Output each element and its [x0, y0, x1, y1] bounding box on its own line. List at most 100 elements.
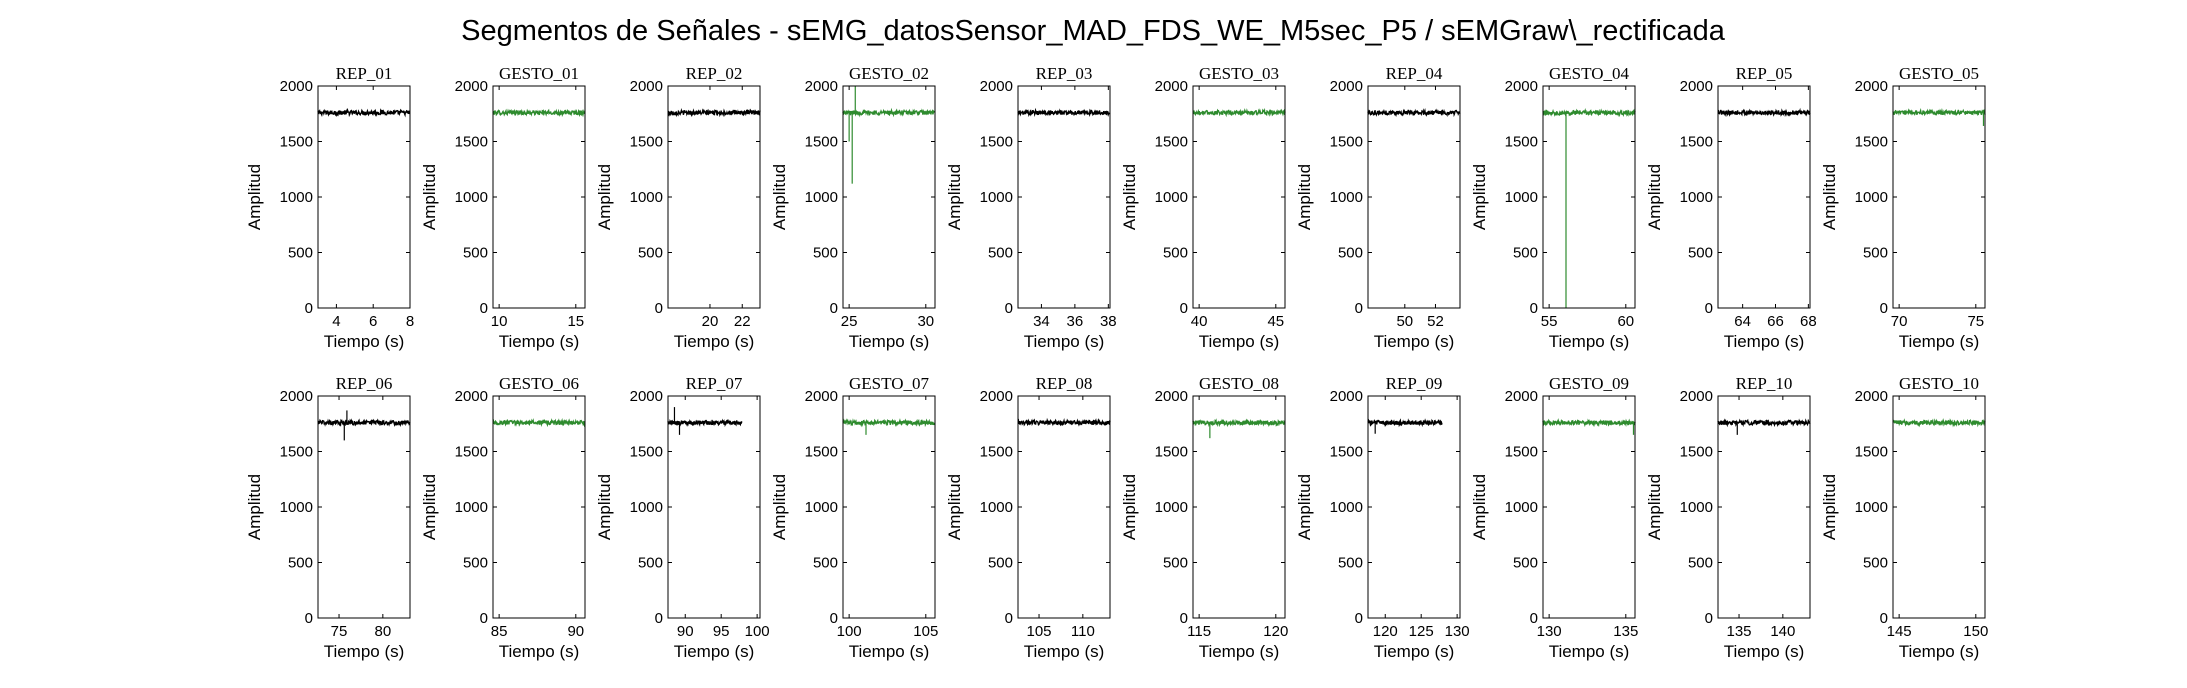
signal-trace: [317, 107, 411, 118]
x-tick-label: 40: [1191, 313, 1208, 330]
signal-trace: [1192, 418, 1286, 428]
y-tick-label: 2000: [1155, 78, 1188, 95]
subplot-title: REP_06: [336, 374, 393, 393]
x-axis-label: Tiempo (s): [499, 642, 580, 661]
subplot-13: 0 500 1000 1500 2000 90 95 100 REP_07 Tiempo (s) A…: [595, 374, 770, 661]
x-tick-label: 25: [841, 313, 858, 330]
subplot-title: REP_07: [686, 374, 743, 393]
y-tick-label: 1000: [280, 499, 313, 516]
y-tick-label: 1500: [1855, 444, 1888, 461]
y-axis-label: Amplitud: [1470, 474, 1489, 540]
x-tick-label: 130: [1445, 623, 1470, 640]
x-axis-label: Tiempo (s): [849, 332, 930, 351]
x-tick-label: 90: [677, 623, 694, 640]
y-tick-label: 1500: [280, 134, 313, 151]
y-tick-label: 1500: [1680, 444, 1713, 461]
y-tick-label: 0: [1180, 300, 1188, 317]
x-tick-label: 38: [1100, 313, 1117, 330]
x-tick-label: 50: [1396, 313, 1413, 330]
subplot-title: GESTO_03: [1199, 64, 1279, 83]
y-axis-label: Amplitud: [1645, 164, 1664, 230]
x-axis-label: Tiempo (s): [1899, 332, 1980, 351]
y-tick-label: 0: [1530, 610, 1538, 627]
signal-trace: [317, 418, 411, 428]
subplot-title: REP_04: [1386, 64, 1443, 83]
x-tick-label: 80: [374, 623, 391, 640]
plot-area: [1893, 396, 1985, 618]
plot-area: [843, 86, 935, 308]
figure-title: Segmentos de Señales - sEMG_datosSensor_…: [461, 15, 1726, 47]
subplot-title: REP_05: [1736, 64, 1793, 83]
signal-trace: [1017, 417, 1111, 427]
x-axis-label: Tiempo (s): [1199, 332, 1280, 351]
plot-area: [318, 396, 410, 618]
subplot-17: 0 500 1000 1500 2000 120 125 130 REP_09 Tiempo (s…: [1295, 374, 1470, 661]
x-axis-label: Tiempo (s): [674, 642, 755, 661]
y-tick-label: 2000: [805, 388, 838, 405]
y-tick-label: 1000: [1155, 189, 1188, 206]
y-tick-label: 0: [1705, 300, 1713, 317]
x-tick-label: 105: [913, 623, 938, 640]
x-tick-label: 85: [491, 623, 508, 640]
subplot-title: GESTO_07: [849, 374, 929, 393]
signal-trace: [667, 107, 761, 118]
x-axis-label: Tiempo (s): [674, 332, 755, 351]
y-tick-label: 500: [1863, 555, 1888, 572]
y-tick-label: 1000: [1155, 499, 1188, 516]
x-axis-label: Tiempo (s): [324, 332, 405, 351]
y-tick-label: 2000: [1330, 388, 1363, 405]
y-tick-label: 1500: [455, 444, 488, 461]
y-tick-label: 1500: [1330, 134, 1363, 151]
subplot-title: GESTO_01: [499, 64, 579, 83]
subplot-2: 0 500 1000 1500 2000 10 15 GESTO_01 Tiempo (s) Am…: [420, 64, 586, 351]
y-axis-label: Amplitud: [1295, 474, 1314, 540]
y-tick-label: 2000: [1680, 78, 1713, 95]
y-tick-label: 1500: [1680, 134, 1713, 151]
y-tick-label: 2000: [1855, 388, 1888, 405]
x-tick-label: 60: [1617, 313, 1634, 330]
y-tick-label: 2000: [1330, 78, 1363, 95]
y-tick-label: 0: [1880, 300, 1888, 317]
subplot-3: 0 500 1000 1500 2000 20 22 REP_02 Tiempo (s) Ampl…: [595, 64, 761, 351]
y-tick-label: 1500: [630, 444, 663, 461]
subplot-title: GESTO_04: [1549, 64, 1629, 83]
subplot-title: GESTO_02: [849, 64, 929, 83]
x-axis-label: Tiempo (s): [1024, 332, 1105, 351]
x-axis-label: Tiempo (s): [1724, 332, 1805, 351]
x-tick-label: 115: [1187, 623, 1211, 640]
x-tick-label: 22: [734, 313, 751, 330]
subplot-11: 0 500 1000 1500 2000 75 80 REP_06 Tiempo (s) Ampl…: [245, 374, 411, 661]
subplot-6: 0 500 1000 1500 2000 40 45 GESTO_03 Tiempo (s) Am…: [1120, 64, 1286, 351]
plot-area: [668, 86, 760, 308]
y-tick-label: 0: [305, 300, 313, 317]
subplot-title: GESTO_06: [499, 374, 579, 393]
signal-trace: [1542, 108, 1636, 118]
subplot-title: GESTO_10: [1899, 374, 1979, 393]
y-tick-label: 1500: [1855, 134, 1888, 151]
y-tick-label: 1500: [980, 134, 1013, 151]
y-tick-label: 1000: [1680, 499, 1713, 516]
x-tick-label: 52: [1427, 313, 1444, 330]
x-tick-label: 105: [1027, 623, 1052, 640]
x-tick-label: 130: [1537, 623, 1562, 640]
subplot-19: 0 500 1000 1500 2000 135 140 REP_10 Tiempo (s) Am…: [1645, 374, 1811, 661]
y-tick-label: 0: [655, 300, 663, 317]
y-tick-label: 500: [463, 245, 488, 262]
y-tick-label: 1000: [1855, 189, 1888, 206]
plot-area: [1368, 396, 1460, 618]
x-tick-label: 95: [713, 623, 730, 640]
plot-area: [1543, 86, 1635, 308]
y-tick-label: 1500: [455, 134, 488, 151]
y-tick-label: 1500: [630, 134, 663, 151]
x-tick-label: 120: [1263, 623, 1288, 640]
signal-trace: [1892, 418, 1986, 428]
x-tick-label: 135: [1727, 623, 1752, 640]
y-tick-label: 0: [830, 300, 838, 317]
y-tick-label: 500: [1513, 555, 1538, 572]
y-tick-label: 2000: [1155, 388, 1188, 405]
plot-area: [1193, 86, 1285, 308]
y-tick-label: 2000: [455, 78, 488, 95]
signal-trace: [1717, 107, 1811, 118]
